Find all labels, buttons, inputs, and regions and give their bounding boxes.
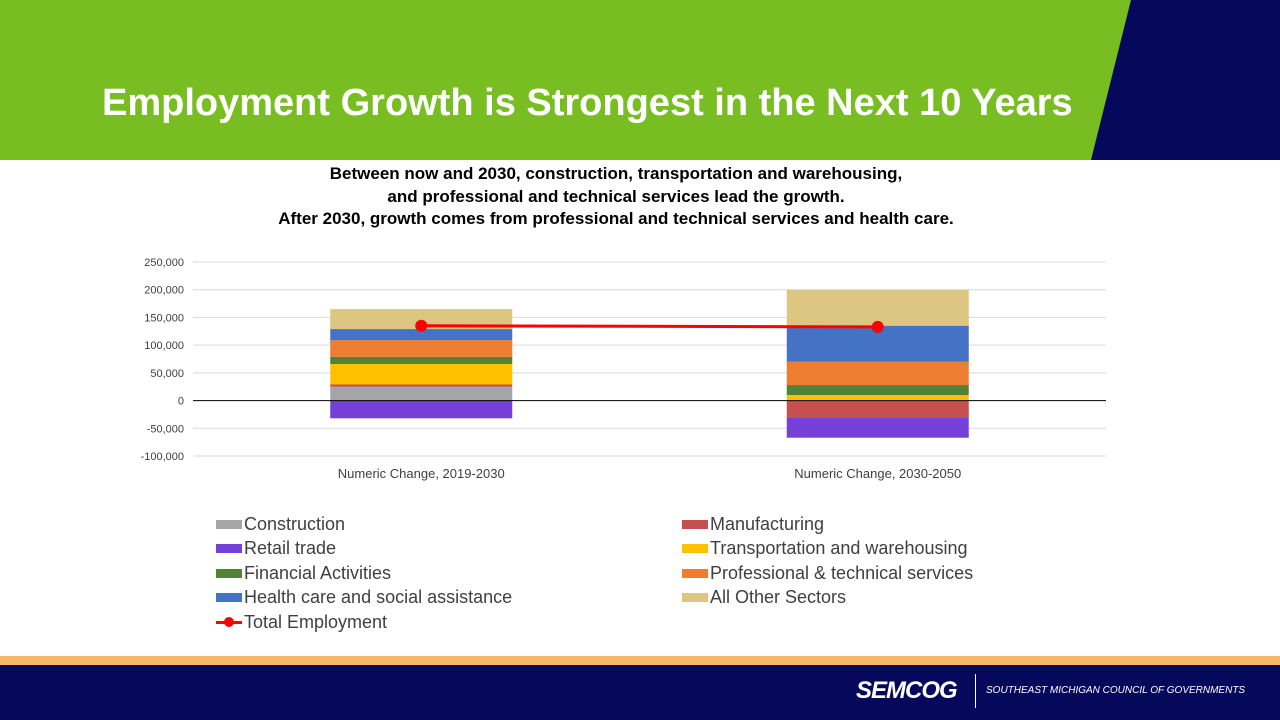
bar-segment xyxy=(330,309,513,330)
organization-name: SOUTHEAST MICHIGAN COUNCIL OF GOVERNMENT… xyxy=(986,685,1246,696)
subtitle-line-3: After 2030, growth comes from profession… xyxy=(278,209,954,228)
total-employment-point xyxy=(415,319,428,332)
legend-swatch xyxy=(682,519,708,529)
employment-change-chart: 250,000 200,000 150,000 100,000 50,000 0 -50,0… xyxy=(141,257,1106,481)
y-tick-label: -50,000 xyxy=(147,423,184,435)
page-title: Employment Growth is Strongest in the Ne… xyxy=(102,82,1073,124)
legend-item: Professional & technical services xyxy=(682,561,973,585)
header-green-band xyxy=(0,0,1280,160)
legend-swatch xyxy=(682,593,708,602)
total-employment-point xyxy=(871,320,884,333)
bar-segment xyxy=(786,395,969,401)
subtitle-line-2: and professional and technical services … xyxy=(387,186,845,206)
legend-label: Construction xyxy=(244,513,346,534)
legend-swatch xyxy=(216,593,242,602)
bar-segment xyxy=(786,361,969,386)
legend-label: Financial Activities xyxy=(244,562,392,583)
bar-segment xyxy=(330,386,513,401)
bar-segment xyxy=(330,400,513,419)
semcog-logo: SEMCOG xyxy=(856,677,958,704)
bar-segment xyxy=(330,329,513,341)
legend-swatch xyxy=(682,568,708,578)
legend-line-marker xyxy=(216,617,242,627)
total-employment-line-path xyxy=(421,324,878,329)
legend-item: Financial Activities xyxy=(216,561,391,585)
legend-swatch xyxy=(216,568,242,578)
bar-segment xyxy=(330,356,513,364)
bar-segment xyxy=(786,417,969,438)
legend-item: Manufacturing xyxy=(682,512,824,536)
legend-swatch xyxy=(682,544,708,553)
category-label: Numeric Change, 2030-2050 xyxy=(794,466,961,481)
legend-label: Health care and social assistance xyxy=(244,587,513,607)
header-banner: Employment Growth is Strongest in the Ne… xyxy=(0,0,1280,160)
chart-subtitle: Between now and 2030, construction, tran… xyxy=(200,163,1032,231)
category-label: Numeric Change, 2019-2030 xyxy=(338,466,505,481)
y-tick-label: 250,000 xyxy=(144,257,184,269)
legend-item: Health care and social assistance xyxy=(216,586,512,610)
bar-segment xyxy=(330,384,513,387)
legend-label: Manufacturing xyxy=(710,513,825,534)
legend-label: Professional & technical services xyxy=(710,562,974,583)
bar-segment xyxy=(786,289,969,326)
legend-swatch xyxy=(216,544,242,553)
y-tick-label: 200,000 xyxy=(144,285,184,297)
bar-segment xyxy=(786,400,969,418)
y-tick-label: 100,000 xyxy=(144,340,184,352)
y-tick-label: 0 xyxy=(178,396,184,408)
y-tick-label: -100,000 xyxy=(141,451,184,463)
legend-label: Transportation and warehousing xyxy=(710,538,968,558)
y-tick-label: 50,000 xyxy=(150,368,184,380)
header-navy-corner xyxy=(1091,0,1280,160)
legend-item-total-employment: Total Employment xyxy=(216,610,387,634)
stacked-bars xyxy=(330,289,969,438)
legend-label: Total Employment xyxy=(244,611,388,632)
bar-segment xyxy=(330,363,513,385)
axis-labels: 250,000 200,000 150,000 100,000 50,000 0 -50,0… xyxy=(141,257,962,481)
subtitle-line-1: Between now and 2030, construction, tran… xyxy=(329,164,903,183)
logo-divider xyxy=(975,674,976,708)
legend-item: Construction xyxy=(216,512,345,536)
legend-label: Retail trade xyxy=(244,538,337,558)
legend-item: Transportation and warehousing xyxy=(682,537,968,561)
bar-segment xyxy=(330,340,513,357)
footer-accent-band xyxy=(0,656,1280,665)
legend-swatch xyxy=(216,519,242,529)
header-background xyxy=(0,0,1280,160)
legend-item: All Other Sectors xyxy=(682,586,846,610)
footer-bar xyxy=(0,665,1280,720)
total-employment-line xyxy=(415,319,884,333)
legend-label: All Other Sectors xyxy=(710,587,847,607)
y-tick-label: 150,000 xyxy=(144,312,184,324)
bar-segment xyxy=(786,385,969,396)
legend-item: Retail trade xyxy=(216,537,336,561)
gridlines xyxy=(193,261,1106,457)
